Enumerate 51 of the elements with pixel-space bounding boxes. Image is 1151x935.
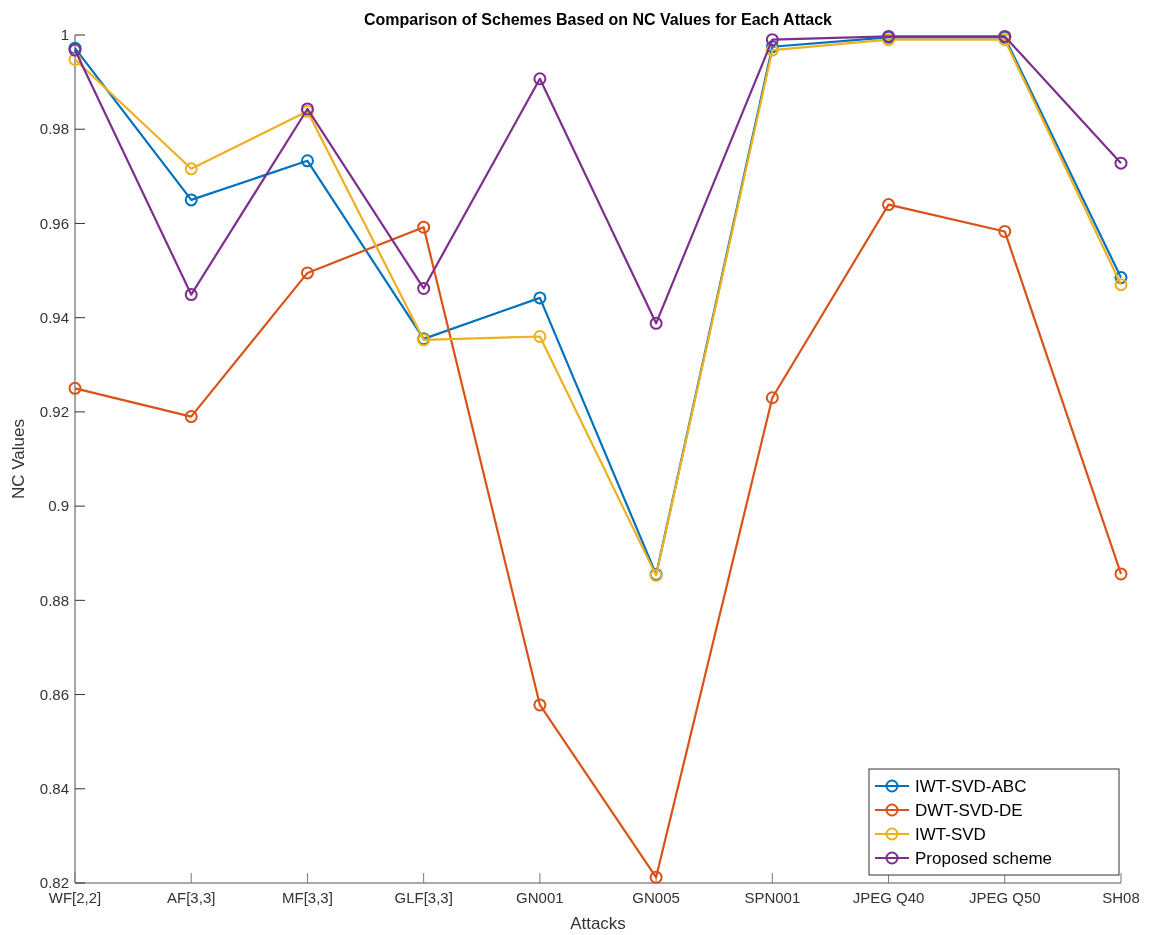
- x-tick-label: SPN001: [744, 889, 801, 906]
- point: [184, 162, 198, 176]
- x-tick-label: SH08: [1102, 889, 1140, 906]
- point: [68, 53, 82, 66]
- chart-title: Comparison of Schemes Based on NC Values for Each Attack: [364, 11, 833, 28]
- y-tick-label: 0.86: [39, 685, 69, 703]
- point: [417, 281, 431, 295]
- point: [649, 316, 663, 330]
- y-tick-label: 0.84: [39, 780, 69, 798]
- y-tick-label: 1: [60, 26, 69, 44]
- legend-label: Proposed scheme: [915, 848, 1053, 868]
- point: [1114, 271, 1128, 285]
- y-tick-label: 0.92: [39, 403, 69, 421]
- point: [998, 224, 1012, 238]
- point: [765, 33, 779, 47]
- x-tick-label: GN001: [516, 889, 564, 906]
- point: [417, 220, 431, 234]
- y-tick-label: 0.9: [48, 497, 69, 515]
- y-tick-label: 0.98: [39, 120, 69, 138]
- point: [533, 72, 547, 86]
- legend-label: DWT-SVD-DE: [915, 800, 1023, 820]
- y-tick-label: 0.82: [39, 874, 69, 892]
- x-tick-label: JPEG Q40: [852, 889, 925, 906]
- x-axis-title: Attacks: [570, 914, 626, 933]
- point: [765, 391, 779, 405]
- y-axis-title: NC Values: [9, 419, 28, 499]
- x-tick-label: AF[3,3]: [167, 889, 216, 906]
- point: [68, 381, 82, 395]
- y-tick-label: 0.88: [39, 591, 69, 609]
- point: [649, 870, 663, 884]
- point: [184, 410, 198, 424]
- point: [1114, 567, 1128, 581]
- x-tick-label: WF[2,2]: [48, 889, 102, 906]
- y-tick-label: 0.94: [39, 308, 69, 326]
- point: [533, 698, 547, 712]
- legend-label: IWT-SVD-ABC: [915, 776, 1027, 796]
- point: [184, 288, 198, 302]
- y-tick-label: 0.96: [39, 214, 69, 232]
- x-tick-label: MF[3,3]: [282, 889, 333, 906]
- point: [300, 266, 314, 280]
- point: [1114, 278, 1128, 292]
- x-tick-label: GLF[3,3]: [394, 889, 453, 906]
- point: [533, 330, 547, 344]
- point: [882, 198, 896, 212]
- point: [533, 291, 547, 305]
- x-tick-label: JPEG Q50: [968, 889, 1041, 906]
- point: [184, 193, 198, 207]
- x-tick-label: GN005: [632, 889, 680, 906]
- point: [300, 154, 314, 168]
- legend-label: IWT-SVD: [915, 824, 986, 844]
- point: [1114, 156, 1128, 170]
